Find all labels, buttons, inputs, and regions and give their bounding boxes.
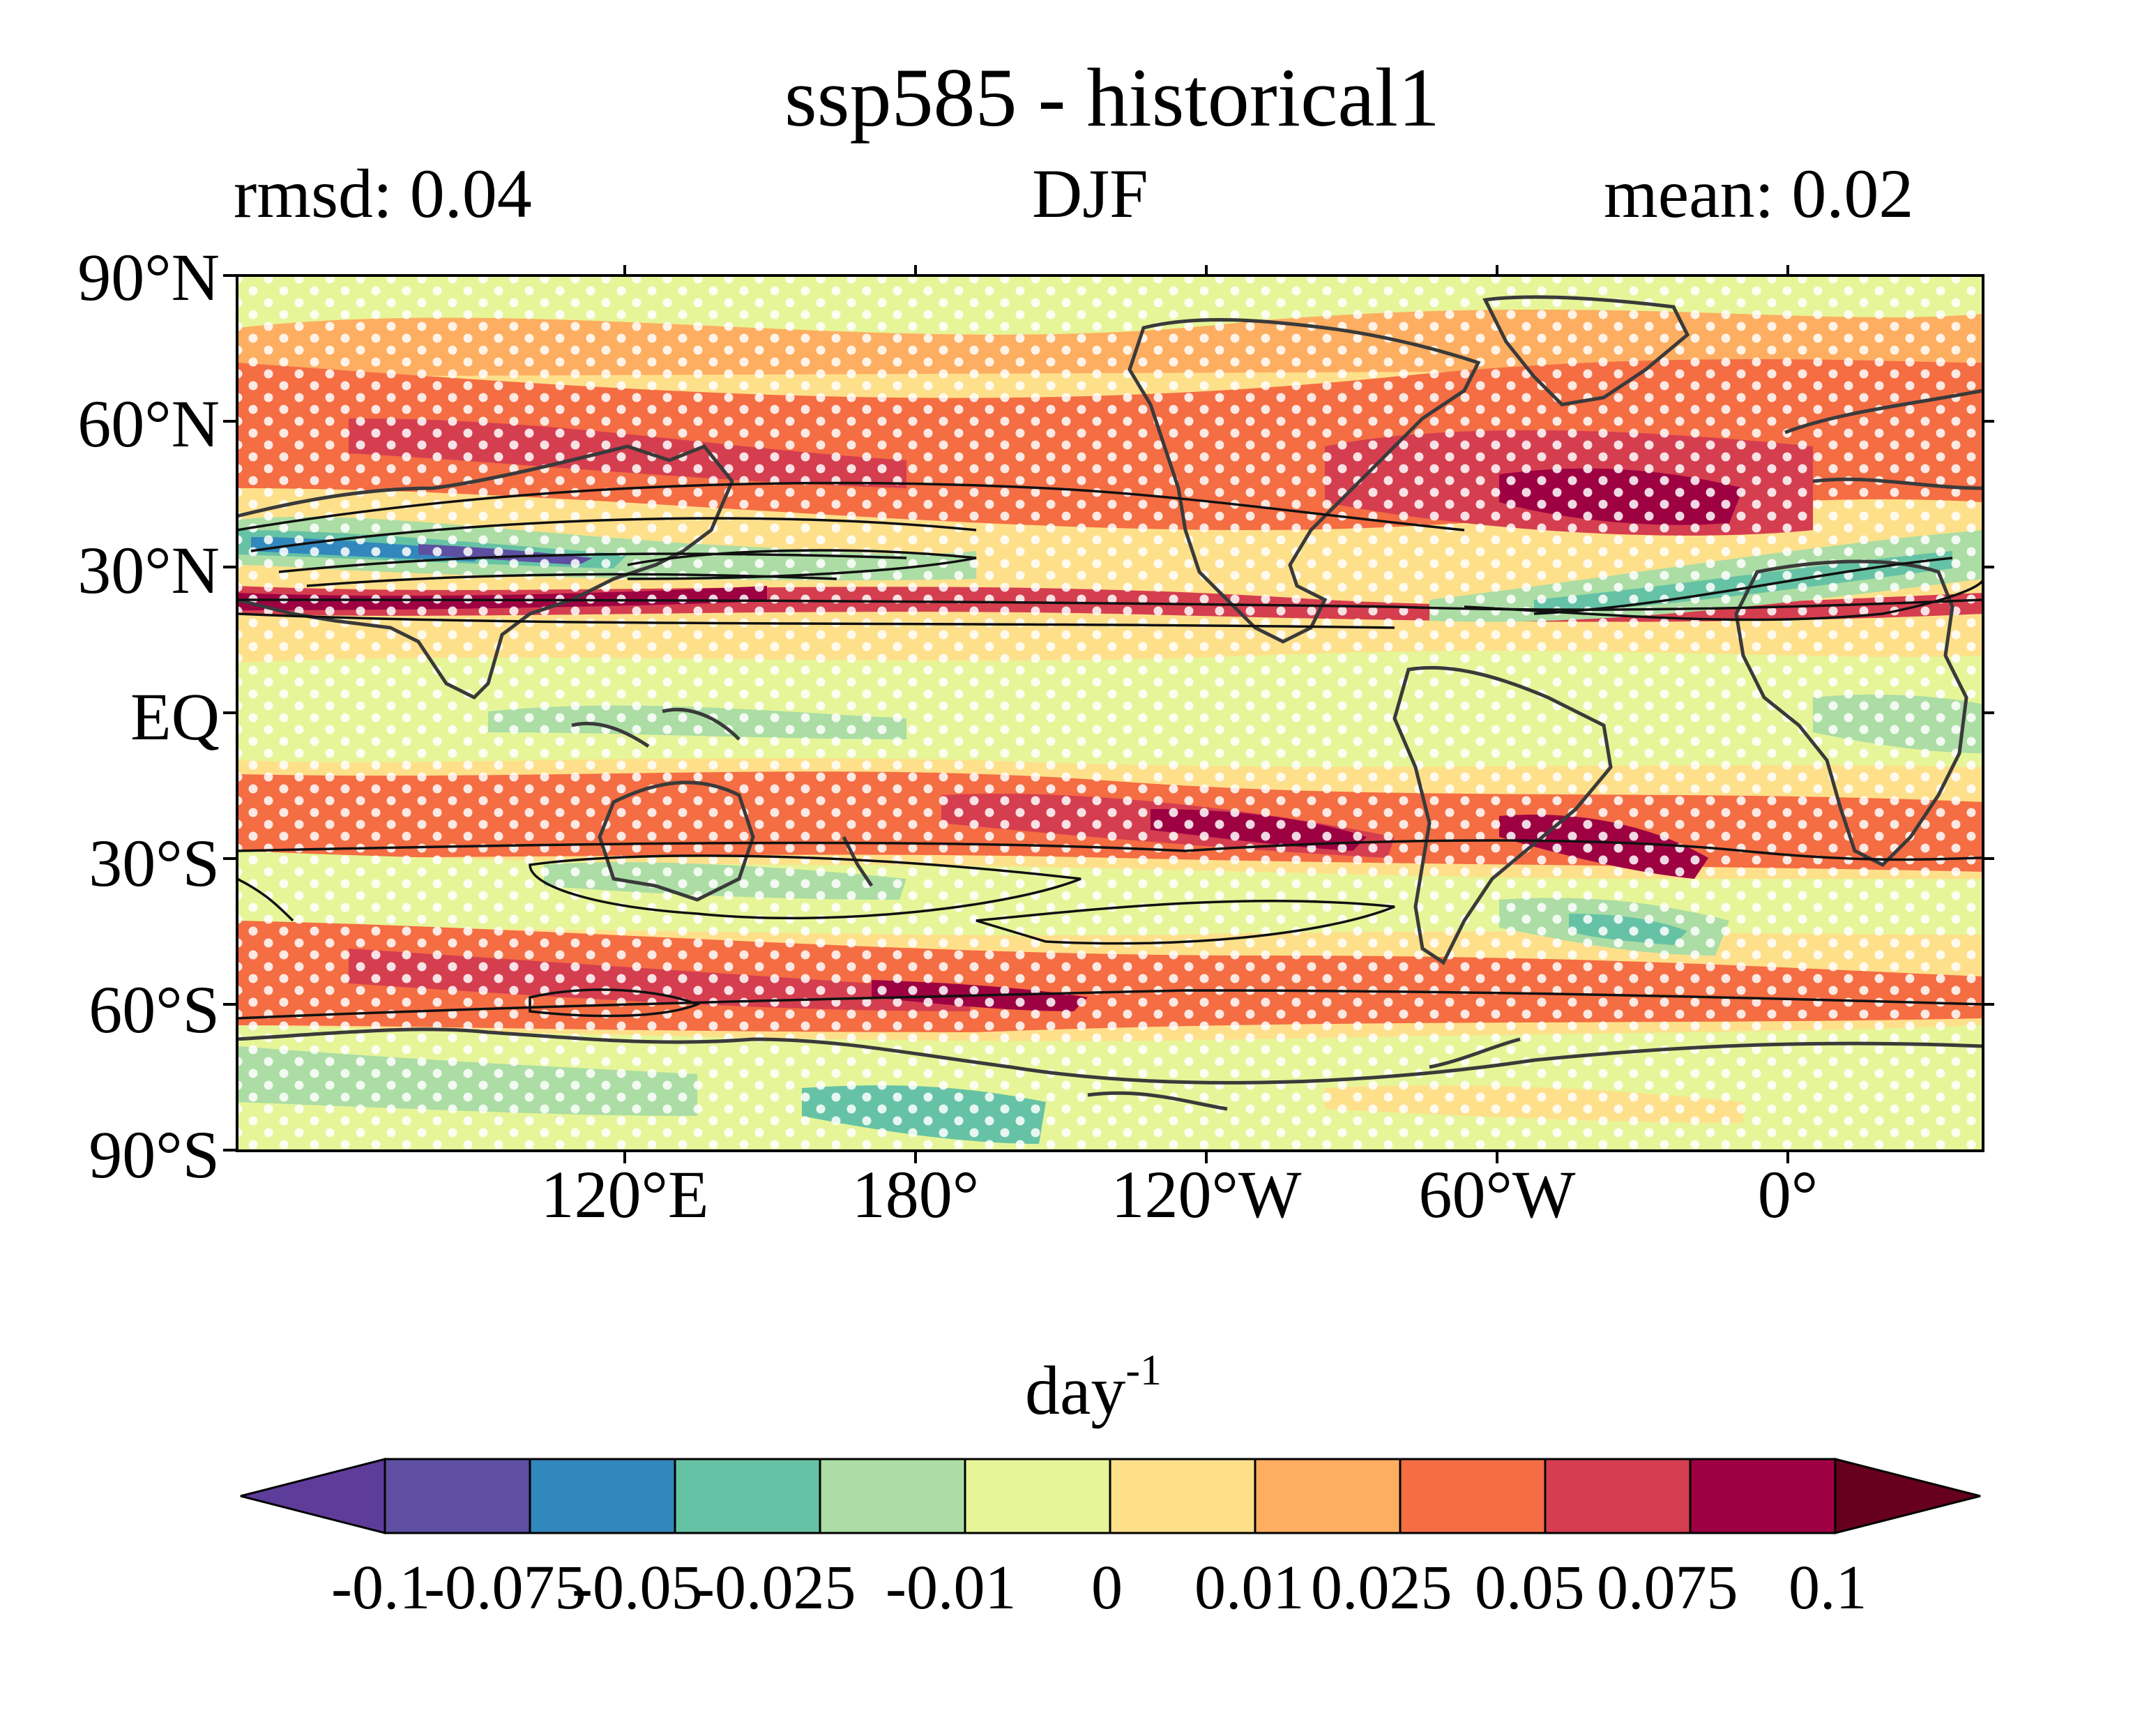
lat-label-90s: 90°S (89, 1117, 220, 1192)
cb-tick-label: 0.075 (1597, 1553, 1738, 1622)
figure-title: ssp585 - historical1 (784, 51, 1440, 144)
cb-tick-label: -0.025 (694, 1553, 856, 1622)
colorbar-segment (1399, 1458, 1547, 1534)
lat-label-30n: 30°N (77, 533, 220, 607)
cb-tick-label: 0.01 (1194, 1553, 1305, 1622)
colorbar-segment (819, 1458, 966, 1534)
lon-label-120e: 120°E (540, 1157, 709, 1232)
cb-tick-label: -0.1 (331, 1553, 431, 1622)
map-panel (237, 275, 1983, 1151)
colorbar-segment (964, 1458, 1111, 1534)
cb-tick-label: -0.01 (886, 1553, 1017, 1622)
lon-label-180: 180° (851, 1157, 980, 1232)
lon-label-120w: 120°W (1111, 1157, 1302, 1232)
cb-tick-label: 0.05 (1475, 1553, 1585, 1622)
cb-tick-label: 0.1 (1789, 1553, 1867, 1622)
mean-label: mean: 0.02 (1604, 155, 1914, 232)
lat-label-30s: 30°S (89, 826, 220, 900)
colorbar-extend-high (1834, 1458, 1981, 1534)
lon-label-0: 0° (1757, 1157, 1819, 1232)
rmsd-label: rmsd: 0.04 (234, 155, 532, 232)
unit-exponent: -1 (1125, 1347, 1162, 1394)
colorbar-segment (1689, 1458, 1837, 1534)
lat-label-60n: 60°N (77, 386, 220, 461)
lat-label-60s: 60°S (89, 972, 220, 1047)
colorbar-segment (1544, 1458, 1692, 1534)
season-label: DJF (1032, 155, 1148, 232)
map-frame (223, 265, 1994, 1163)
cb-tick-label: -0.05 (572, 1553, 703, 1622)
cb-tick-label: 0.025 (1311, 1553, 1452, 1622)
colorbar-segment (384, 1458, 531, 1534)
coastlines (237, 295, 1983, 1111)
climatology-contours (237, 481, 1983, 1020)
cb-tick-label: 0 (1091, 1553, 1123, 1622)
colorbar-extend-low (240, 1458, 386, 1534)
colorbar-segment (1109, 1458, 1257, 1534)
colorbar (240, 1458, 1981, 1534)
colorbar-segment (1254, 1458, 1402, 1534)
unit-base: day (1025, 1352, 1126, 1429)
lon-label-60w: 60°W (1418, 1157, 1576, 1232)
lat-label-eq: EQ (130, 679, 220, 754)
colorbar-segment (674, 1458, 821, 1534)
colorbar-segment (529, 1458, 676, 1534)
lat-label-90n: 90°N (77, 240, 220, 315)
colorbar-unit: day-1 (1025, 1346, 1162, 1430)
cb-tick-label: -0.075 (424, 1553, 586, 1622)
